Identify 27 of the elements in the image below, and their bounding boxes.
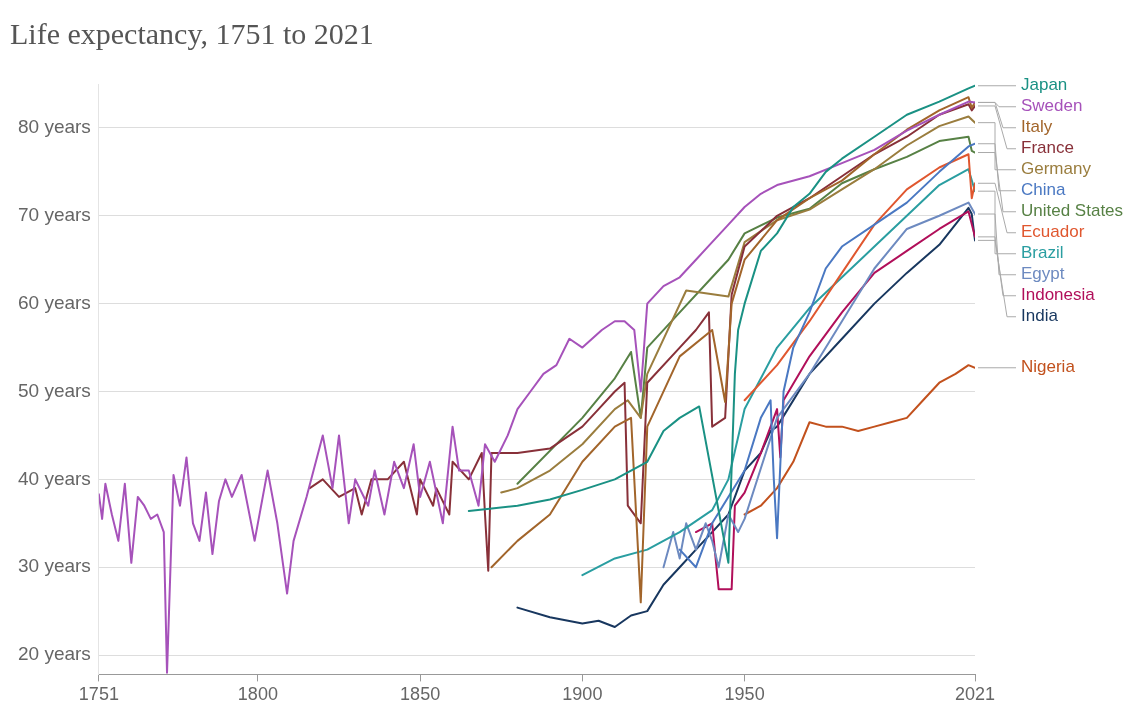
text: Brazil bbox=[1021, 243, 1064, 263]
text: France bbox=[1021, 138, 1074, 158]
text: China bbox=[1021, 180, 1066, 200]
y-tick-label: 40 years bbox=[18, 467, 91, 489]
text: India bbox=[1021, 306, 1059, 326]
y-tick-label: 20 years bbox=[18, 643, 91, 665]
text: Sweden bbox=[1021, 96, 1083, 116]
x-tick-label: 1751 bbox=[78, 684, 119, 705]
y-tick-label: 30 years bbox=[18, 555, 91, 577]
x-tick-label: 1800 bbox=[237, 684, 278, 705]
x-tick-label: 1900 bbox=[562, 684, 603, 705]
y-tick-label: 70 years bbox=[18, 204, 91, 226]
y-tick-label: 50 years bbox=[18, 379, 91, 401]
text: Italy bbox=[1021, 117, 1053, 137]
text: Indonesia bbox=[1021, 285, 1096, 305]
x-tick-label: 2021 bbox=[954, 684, 996, 705]
chart-title: Life expectancy, 1751 to 2021 bbox=[10, 16, 374, 50]
y-tick-label: 60 years bbox=[18, 291, 91, 313]
x-tick-label: 1850 bbox=[400, 684, 441, 705]
x-tick-label: 1950 bbox=[724, 684, 765, 705]
text: Nigeria bbox=[1021, 357, 1076, 377]
text: Ecuador bbox=[1021, 222, 1085, 242]
text: Japan bbox=[1021, 75, 1068, 95]
text: Germany bbox=[1021, 159, 1092, 179]
text: United States bbox=[1021, 201, 1124, 221]
text: Egypt bbox=[1021, 264, 1065, 284]
y-tick-label: 80 years bbox=[18, 116, 91, 138]
